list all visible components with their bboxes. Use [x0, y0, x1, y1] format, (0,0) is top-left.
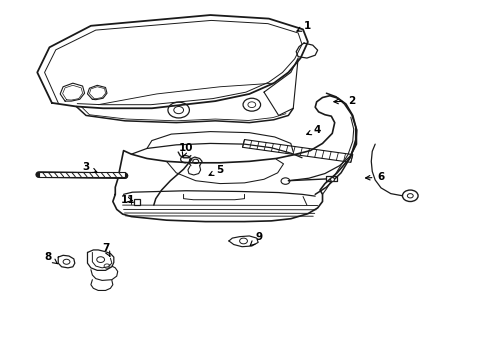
Text: 8: 8 [45, 252, 57, 264]
Text: 5: 5 [209, 165, 224, 175]
FancyBboxPatch shape [39, 172, 125, 177]
Text: 4: 4 [306, 125, 321, 135]
Text: 9: 9 [250, 232, 262, 246]
Text: 11: 11 [121, 195, 136, 205]
Text: 2: 2 [333, 96, 355, 106]
Text: 1: 1 [296, 21, 311, 31]
Text: 3: 3 [82, 162, 97, 172]
Text: 6: 6 [365, 172, 384, 182]
Text: 7: 7 [102, 243, 110, 256]
Text: 10: 10 [179, 143, 193, 157]
